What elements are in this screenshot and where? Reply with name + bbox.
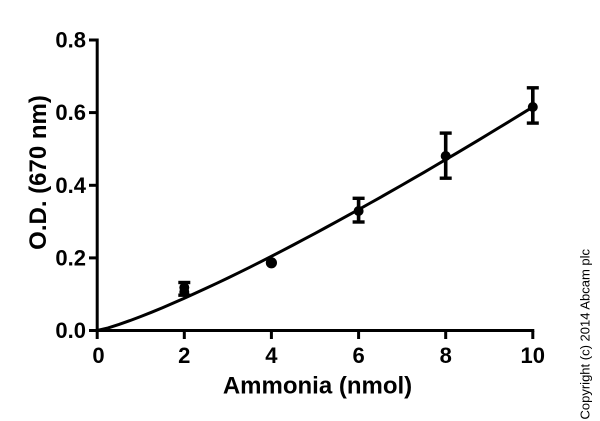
svg-text:0.4: 0.4 [55, 173, 86, 198]
svg-text:10: 10 [521, 343, 545, 368]
svg-text:0.6: 0.6 [55, 100, 86, 125]
svg-text:0.8: 0.8 [55, 28, 86, 53]
svg-text:4: 4 [265, 343, 278, 368]
svg-text:0: 0 [92, 343, 104, 368]
svg-text:8: 8 [440, 343, 452, 368]
svg-text:Copyright (c) 2014 Abcam plc: Copyright (c) 2014 Abcam plc [578, 248, 593, 419]
svg-text:Ammonia (nmol): Ammonia (nmol) [223, 373, 412, 400]
svg-text:0.2: 0.2 [55, 245, 86, 270]
svg-text:6: 6 [352, 343, 364, 368]
svg-text:0.0: 0.0 [55, 318, 86, 343]
svg-text:2: 2 [178, 343, 190, 368]
svg-text:O.D. (670 nm): O.D. (670 nm) [25, 95, 52, 250]
